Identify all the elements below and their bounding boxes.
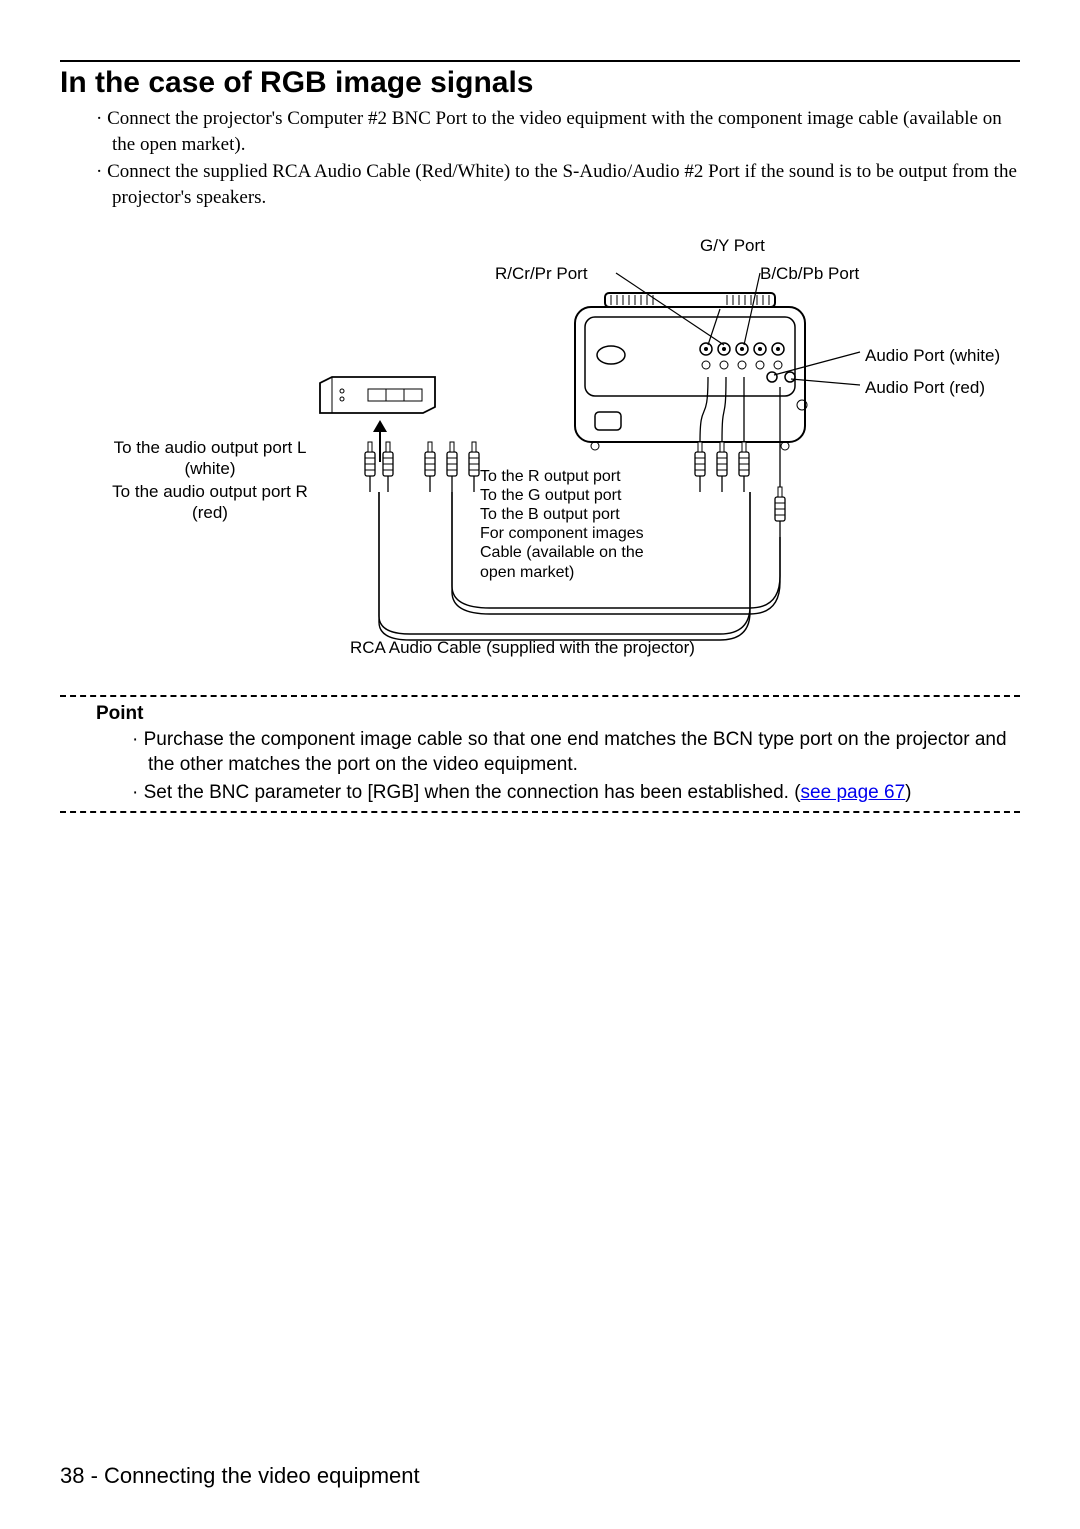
label-to-rgb: To the R output port To the G output por…	[480, 467, 644, 582]
label-rcrpr-port: R/Cr/Pr Port	[495, 263, 588, 284]
intro-list: · Connect the projector's Computer #2 BN…	[60, 106, 1020, 211]
dashed-divider-bottom	[60, 811, 1020, 813]
intro-bullet: · Connect the supplied RCA Audio Cable (…	[96, 159, 1020, 210]
point-list: · Purchase the component image cable so …	[60, 727, 1020, 806]
point-bullet-text: Set the BNC parameter to [RGB] when the …	[144, 782, 801, 803]
label-rca-caption: RCA Audio Cable (supplied with the proje…	[350, 637, 695, 658]
page-footer: 38 - Connecting the video equipment	[60, 1463, 420, 1489]
footer-sep: -	[84, 1463, 104, 1488]
connection-diagram: G/Y Port R/Cr/Pr Port B/Cb/Pb Port Audio…	[60, 227, 1020, 687]
page: In the case of RGB image signals · Conne…	[0, 0, 1080, 1529]
footer-title: Connecting the video equipment	[104, 1463, 420, 1488]
dashed-divider-top	[60, 695, 1020, 697]
intro-bullet: · Connect the projector's Computer #2 BN…	[96, 106, 1020, 157]
top-rule	[60, 60, 1020, 62]
label-bcbpb-port: B/Cb/Pb Port	[760, 263, 859, 284]
label-audio-red: Audio Port (red)	[865, 377, 985, 398]
page-number: 38	[60, 1463, 84, 1488]
intro-bullet-text: Connect the supplied RCA Audio Cable (Re…	[107, 161, 1017, 208]
label-gy-port: G/Y Port	[700, 235, 765, 256]
see-page-link[interactable]: see page 67	[801, 782, 906, 803]
point-bullet-text: Purchase the component image cable so th…	[144, 729, 1007, 776]
point-bullet-text-post: )	[905, 782, 911, 803]
label-to-audio-l: To the audio output port L (white)	[65, 437, 355, 480]
point-bullet: · Purchase the component image cable so …	[132, 727, 1020, 778]
section-heading: In the case of RGB image signals	[60, 66, 1020, 100]
point-bullet: · Set the BNC parameter to [RGB] when th…	[132, 780, 1020, 806]
label-audio-white: Audio Port (white)	[865, 345, 1000, 366]
intro-bullet-text: Connect the projector's Computer #2 BNC …	[107, 108, 1002, 155]
label-to-audio-r: To the audio output port R (red)	[65, 481, 355, 524]
point-heading: Point	[60, 703, 1020, 725]
